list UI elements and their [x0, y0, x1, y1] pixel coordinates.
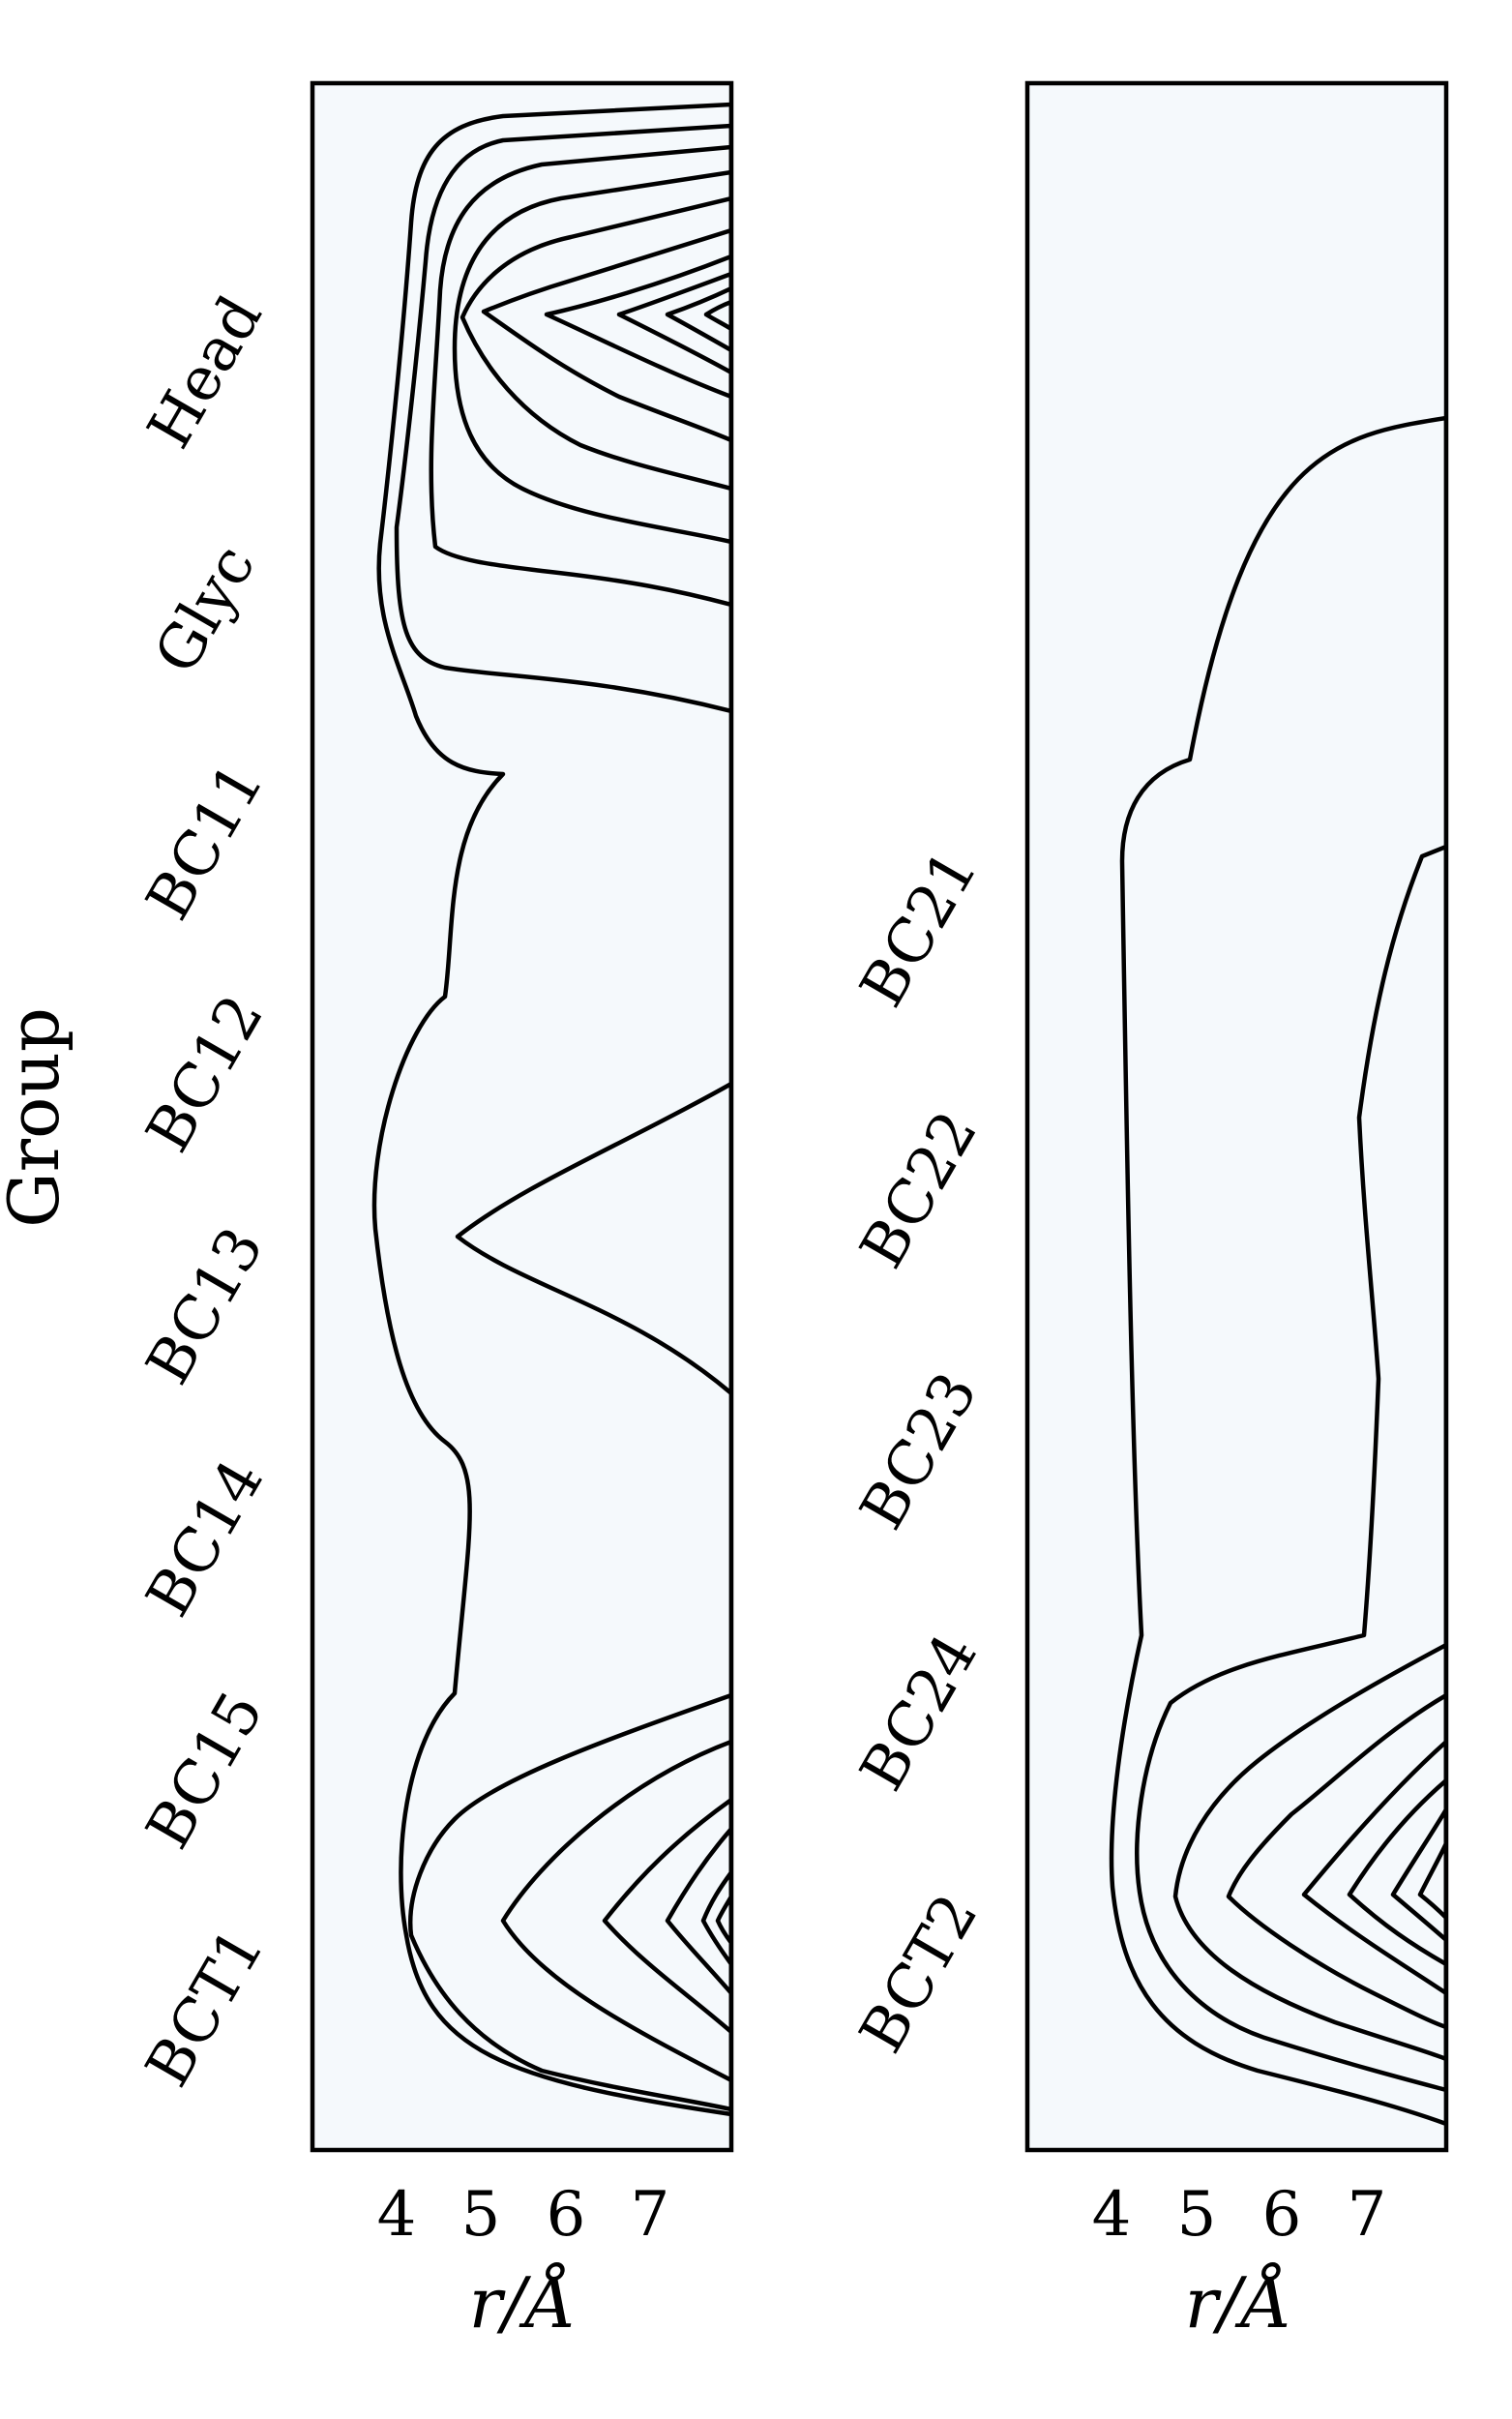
left-contour-level-9-head: [665, 285, 731, 353]
left-plot-background: [312, 83, 731, 2150]
ytick-label: BC13: [133, 1215, 278, 1395]
right-contour-level-7: [1390, 1807, 1446, 1943]
xtick-label: 4: [1092, 2179, 1132, 2251]
ytick-label: BC12: [133, 983, 278, 1163]
left-contour-level-3-head: [429, 144, 731, 608]
xtick-label: 6: [1262, 2179, 1302, 2251]
left-contour-level-4-bct1: [602, 1797, 731, 2035]
left-contour-level-6-bct1: [700, 1869, 731, 1967]
left-contour-level-10-head: [703, 299, 731, 332]
ytick-label: BC11: [133, 751, 278, 931]
left-contour-level-5-head: [460, 195, 731, 492]
left-plot-frame: [310, 80, 734, 2153]
right-contour-level-5: [1301, 1739, 1446, 1996]
right-panel: BC21 BC22 BC23 BC24 BCT2 4 5 6 7 r/Å: [845, 80, 1449, 2344]
right-plot-frame: [1024, 80, 1449, 2153]
left-contour-level-4-head: [452, 169, 731, 545]
ytick-label: BCT1: [132, 1916, 278, 2098]
xtick-label: 7: [631, 2179, 670, 2251]
xtick-label: 5: [461, 2179, 501, 2251]
left-contour-level-7-head: [544, 254, 731, 400]
left-ylabel: Group: [0, 1007, 74, 1228]
ytick-label: BC23: [846, 1360, 992, 1540]
ytick-label: BC22: [846, 1099, 992, 1279]
left-xlabel: r/Å: [469, 2261, 577, 2344]
right-xlabel: r/Å: [1185, 2261, 1292, 2344]
left-contour-level-2-bc13: [455, 1081, 731, 1396]
left-contour-level-6-head: [481, 227, 731, 443]
left-contours: [371, 102, 731, 2117]
right-xticks: 4 5 6 7: [1092, 2179, 1387, 2251]
ytick-label: Head: [133, 284, 276, 460]
right-plot-background: [1027, 83, 1446, 2150]
ytick-label: BC15: [133, 1680, 278, 1860]
right-contour-level-6: [1347, 1777, 1446, 1967]
xtick-label: 5: [1177, 2179, 1217, 2251]
right-contours: [1109, 415, 1446, 2127]
ytick-label: BCT2: [845, 1882, 992, 2064]
left-contour-level-5-bct1: [665, 1826, 731, 1996]
ytick-label: BC21: [846, 838, 992, 1018]
right-contour-level-4: [1226, 1692, 1446, 2030]
xtick-label: 7: [1348, 2179, 1387, 2251]
right-contour-level-1: [1109, 415, 1446, 2127]
left-ytick-labels: Head Glyc BC11 BC12 BC13 BC14 BC15 BCT1: [132, 284, 278, 2099]
ytick-label: BC14: [133, 1448, 278, 1628]
ytick-label: BC24: [846, 1622, 992, 1802]
left-contour-level-1: [371, 102, 731, 2117]
left-contour-level-2-bct1: [408, 1692, 731, 2112]
right-contour-level-8: [1417, 1840, 1446, 1921]
left-contour-level-7-bct1: [715, 1894, 731, 1946]
xtick-label: 4: [377, 2179, 417, 2251]
xtick-label: 6: [547, 2179, 586, 2251]
left-contour-level-8-head: [616, 271, 731, 375]
right-contour-level-3: [1172, 1642, 1446, 2062]
left-contour-level-3-bct1: [500, 1739, 731, 2083]
right-ytick-labels: BC21 BC22 BC23 BC24 BCT2: [845, 838, 992, 2064]
right-contour-level-2: [1135, 844, 1446, 2093]
ytick-label: Glyc: [140, 533, 269, 685]
left-contour-level-2-head: [394, 123, 731, 714]
left-panel: Head Glyc BC11 BC12 BC13 BC14 BC15 BCT1 …: [0, 80, 734, 2344]
left-xticks: 4 5 6 7: [377, 2179, 670, 2251]
